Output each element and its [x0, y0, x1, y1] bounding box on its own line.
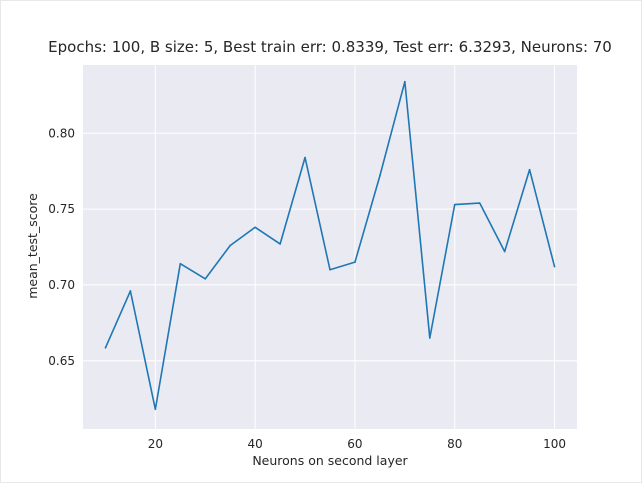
y-tick-label: 0.80: [48, 126, 75, 140]
y-tick-label: 0.70: [48, 278, 75, 292]
x-tick-label: 80: [447, 437, 462, 451]
data-point: [129, 290, 132, 292]
data-point: [553, 265, 556, 268]
data-points: [104, 80, 556, 411]
x-tick-label: 100: [543, 437, 566, 451]
data-point: [478, 202, 481, 204]
data-point: [204, 278, 207, 280]
data-point: [354, 261, 356, 263]
data-point: [104, 347, 107, 349]
data-point: [179, 262, 182, 265]
data-point: [279, 243, 281, 245]
y-tick-label: 0.75: [48, 202, 75, 216]
x-tick-labels: 20 40 60 80 100: [148, 437, 566, 451]
grid-lines: [83, 65, 577, 429]
data-point: [154, 408, 157, 411]
x-tick-label: 20: [148, 437, 163, 451]
y-axis-label: mean_test_score: [25, 193, 40, 299]
data-point: [304, 156, 306, 159]
data-point: [329, 268, 331, 271]
data-point: [453, 203, 456, 206]
x-tick-label: 60: [347, 437, 362, 451]
plot-area: [83, 65, 577, 429]
chart-title: Epochs: 100, B size: 5, Best train err: …: [48, 38, 612, 56]
data-point: [404, 80, 406, 83]
data-point: [254, 226, 256, 229]
data-point: [428, 337, 431, 339]
x-tick-label: 40: [248, 437, 263, 451]
data-point: [528, 168, 531, 171]
x-axis-label: Neurons on second layer: [252, 453, 408, 468]
data-point: [229, 244, 232, 247]
data-point: [379, 174, 381, 177]
data-point: [503, 250, 506, 253]
y-tick-labels: 0.65 0.70 0.75 0.80: [48, 126, 75, 368]
y-tick-label: 0.65: [48, 354, 75, 368]
